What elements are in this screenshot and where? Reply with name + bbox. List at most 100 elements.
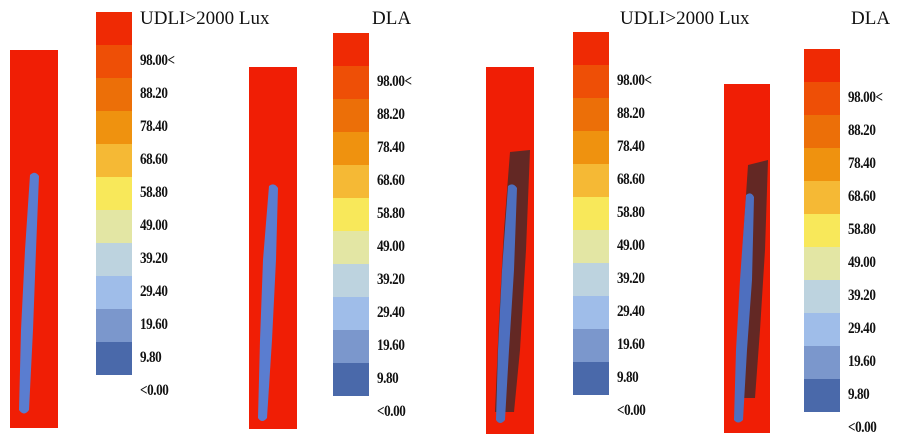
- scale-3-swatch-8: [573, 296, 609, 329]
- scale-1-label-8: 19.60: [140, 316, 168, 333]
- occupied-zone-2: [258, 184, 278, 421]
- scale-4-swatch-8: [804, 313, 840, 346]
- scale-2-swatch-8: [333, 297, 369, 330]
- scale-1-label-2: 78.40: [140, 118, 168, 135]
- scale-4-label-3: 68.60: [848, 188, 876, 205]
- scale-3-swatch-6: [573, 230, 609, 263]
- scale-2-label-4: 58.80: [377, 205, 405, 222]
- scale-2-label-10: <0.00: [377, 403, 406, 420]
- scale-3-label-5: 49.00: [617, 237, 645, 254]
- scale-1-swatch-6: [96, 210, 132, 243]
- scale-1-swatch-3: [96, 111, 132, 144]
- panel-title-1: UDLI>2000 Lux: [140, 8, 270, 29]
- scale-2-swatch-7: [333, 264, 369, 297]
- scale-4-label-5: 49.00: [848, 254, 876, 271]
- scale-4-label-10: <0.00: [848, 419, 877, 436]
- scale-2-swatch-4: [333, 165, 369, 198]
- scale-3-label-4: 58.80: [617, 204, 645, 221]
- scale-4-swatch-2: [804, 115, 840, 148]
- scale-3-swatch-3: [573, 131, 609, 164]
- scale-1-swatch-4: [96, 144, 132, 177]
- scale-1-swatch-1: [96, 45, 132, 78]
- scale-2-label-0: 98.00<: [377, 73, 412, 90]
- scale-4-label-0: 98.00<: [848, 89, 883, 106]
- scale-1-label-3: 68.60: [140, 151, 168, 168]
- scale-2-swatch-1: [333, 66, 369, 99]
- scale-2-label-3: 68.60: [377, 172, 405, 189]
- scale-4-swatch-5: [804, 214, 840, 247]
- occupied-zone-1: [19, 172, 39, 414]
- color-scale-2: [333, 33, 369, 396]
- panel-title-3: UDLI>2000 Lux: [620, 8, 750, 29]
- occupied-zone-3: [496, 184, 517, 423]
- scale-4-label-1: 88.20: [848, 122, 876, 139]
- scale-3-label-3: 68.60: [617, 171, 645, 188]
- scale-3-swatch-0: [573, 32, 609, 65]
- scale-1-label-1: 88.20: [140, 85, 168, 102]
- scale-2-label-6: 39.20: [377, 271, 405, 288]
- scale-3-swatch-9: [573, 329, 609, 362]
- scale-3-label-2: 78.40: [617, 138, 645, 155]
- scale-2-swatch-9: [333, 330, 369, 363]
- scale-1-label-9: 9.80: [140, 349, 162, 366]
- scale-2-label-7: 29.40: [377, 304, 405, 321]
- scale-3-swatch-2: [573, 98, 609, 131]
- scale-1-swatch-8: [96, 276, 132, 309]
- scale-4-swatch-0: [804, 49, 840, 82]
- scale-2-label-5: 49.00: [377, 238, 405, 255]
- scale-4-swatch-7: [804, 280, 840, 313]
- scale-1-swatch-7: [96, 243, 132, 276]
- scale-3-swatch-10: [573, 362, 609, 395]
- scale-4-label-2: 78.40: [848, 155, 876, 172]
- scale-2-swatch-0: [333, 33, 369, 66]
- color-scale-4: [804, 49, 840, 412]
- scale-1-swatch-0: [96, 12, 132, 45]
- scale-3-label-8: 19.60: [617, 336, 645, 353]
- scale-2-swatch-3: [333, 132, 369, 165]
- scale-3-swatch-5: [573, 197, 609, 230]
- scale-2-label-9: 9.80: [377, 370, 399, 387]
- color-scale-1: [96, 12, 132, 375]
- panel-title-2: DLA: [372, 8, 412, 29]
- scale-1-swatch-9: [96, 309, 132, 342]
- scale-3-label-6: 39.20: [617, 270, 645, 287]
- scale-4-swatch-6: [804, 247, 840, 280]
- scale-2-swatch-6: [333, 231, 369, 264]
- scale-2-label-1: 88.20: [377, 106, 405, 123]
- scale-1-swatch-5: [96, 177, 132, 210]
- scale-2-swatch-10: [333, 363, 369, 396]
- scale-3-swatch-7: [573, 263, 609, 296]
- scale-3-label-7: 29.40: [617, 303, 645, 320]
- panel-title-4: DLA: [851, 8, 891, 29]
- scale-4-label-8: 19.60: [848, 353, 876, 370]
- scale-3-swatch-1: [573, 65, 609, 98]
- scale-3-swatch-4: [573, 164, 609, 197]
- scale-3-label-0: 98.00<: [617, 72, 652, 89]
- scale-2-label-2: 78.40: [377, 139, 405, 156]
- scale-4-swatch-1: [804, 82, 840, 115]
- scale-2-label-8: 19.60: [377, 337, 405, 354]
- scale-3-label-1: 88.20: [617, 105, 645, 122]
- scale-4-swatch-10: [804, 379, 840, 412]
- scale-1-swatch-2: [96, 78, 132, 111]
- occupied-zone-4: [734, 193, 754, 423]
- scale-1-label-10: <0.00: [140, 382, 169, 399]
- scale-1-swatch-10: [96, 342, 132, 375]
- scale-4-label-6: 39.20: [848, 287, 876, 304]
- scale-3-label-10: <0.00: [617, 402, 646, 419]
- scale-2-swatch-5: [333, 198, 369, 231]
- scale-4-label-7: 29.40: [848, 320, 876, 337]
- scale-1-label-7: 29.40: [140, 283, 168, 300]
- scale-4-swatch-3: [804, 148, 840, 181]
- scale-4-swatch-9: [804, 346, 840, 379]
- color-scale-3: [573, 32, 609, 395]
- scale-1-label-6: 39.20: [140, 250, 168, 267]
- scale-4-label-4: 58.80: [848, 221, 876, 238]
- scale-4-swatch-4: [804, 181, 840, 214]
- scale-1-label-4: 58.80: [140, 184, 168, 201]
- scale-3-label-9: 9.80: [617, 369, 639, 386]
- scale-1-label-0: 98.00<: [140, 52, 175, 69]
- scale-4-label-9: 9.80: [848, 386, 870, 403]
